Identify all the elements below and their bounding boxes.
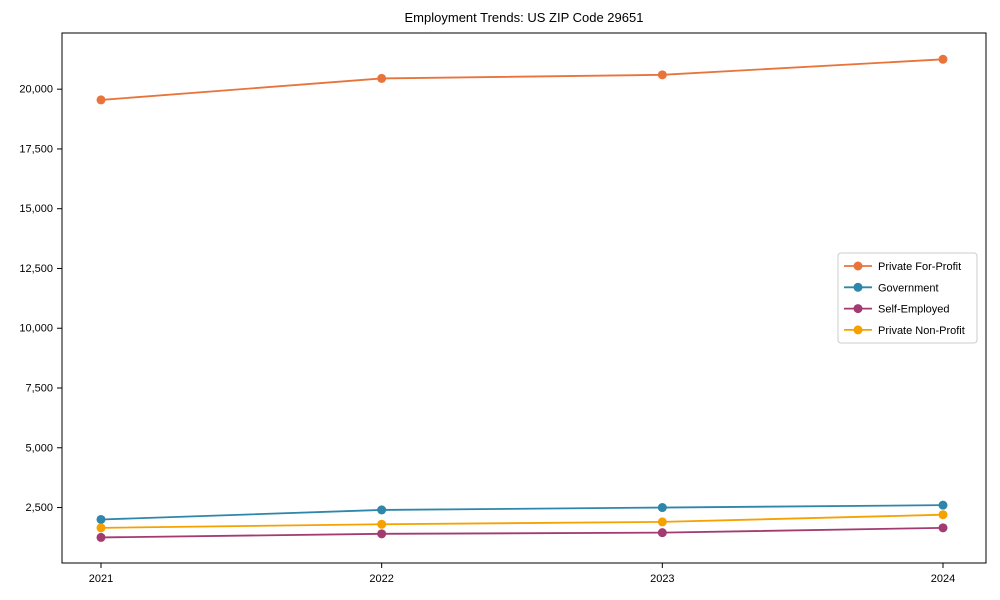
x-tick-label: 2022	[369, 573, 393, 585]
series-line-private-for-profit	[100, 58, 944, 101]
legend-label-private-for-profit: Private For-Profit	[878, 261, 961, 273]
y-tick-label: 2,500	[25, 502, 53, 514]
legend-marker-government	[853, 282, 863, 292]
y-tick-label: 10,000	[19, 323, 53, 335]
y-tick-label: 20,000	[19, 84, 53, 96]
chart-title: Employment Trends: US ZIP Code 29651	[405, 10, 644, 25]
y-tick-label: 5,000	[25, 442, 53, 454]
legend-marker-private-for-profit	[853, 261, 863, 271]
legend-marker-private-non-profit	[853, 325, 863, 335]
series-point-government	[657, 503, 667, 513]
legend-label-government: Government	[878, 282, 939, 294]
series-point-self-employed	[96, 532, 106, 542]
series-point-government	[938, 500, 948, 510]
plot-area: 2,500 5,000 7,500 10,000 12,500 15,000 17,500 2…	[19, 32, 987, 585]
series-point-private-non-profit	[377, 519, 387, 529]
series-point-self-employed	[377, 529, 387, 539]
series-line-private-non-profit	[100, 513, 944, 529]
series-point-private-for-profit	[938, 54, 948, 64]
series-point-private-for-profit	[96, 95, 106, 105]
legend-label-self-employed: Self-Employed	[878, 304, 950, 316]
series-point-private-non-profit	[938, 510, 948, 520]
x-tick-label: 2021	[89, 573, 113, 585]
series-point-private-for-profit	[377, 73, 387, 83]
x-tick-label: 2023	[650, 573, 674, 585]
legend-label-private-non-profit: Private Non-Profit	[878, 325, 965, 337]
x-tick-label: 2024	[931, 573, 955, 585]
y-tick-label: 12,500	[19, 263, 53, 275]
series-point-private-non-profit	[657, 517, 667, 527]
legend-box	[837, 252, 978, 344]
series-point-self-employed	[657, 528, 667, 538]
y-tick-label: 15,000	[19, 203, 53, 215]
series-line-self-employed	[100, 526, 944, 539]
series-point-government	[96, 514, 106, 524]
plot-border	[61, 32, 987, 564]
series-point-government	[377, 505, 387, 515]
series-point-private-for-profit	[657, 70, 667, 80]
y-tick-label: 7,500	[25, 383, 53, 395]
legend-marker-self-employed	[853, 304, 863, 314]
series-line-government	[100, 504, 944, 521]
series-point-private-non-profit	[96, 523, 106, 533]
y-tick-label: 17,500	[19, 143, 53, 155]
series-point-self-employed	[938, 523, 948, 533]
